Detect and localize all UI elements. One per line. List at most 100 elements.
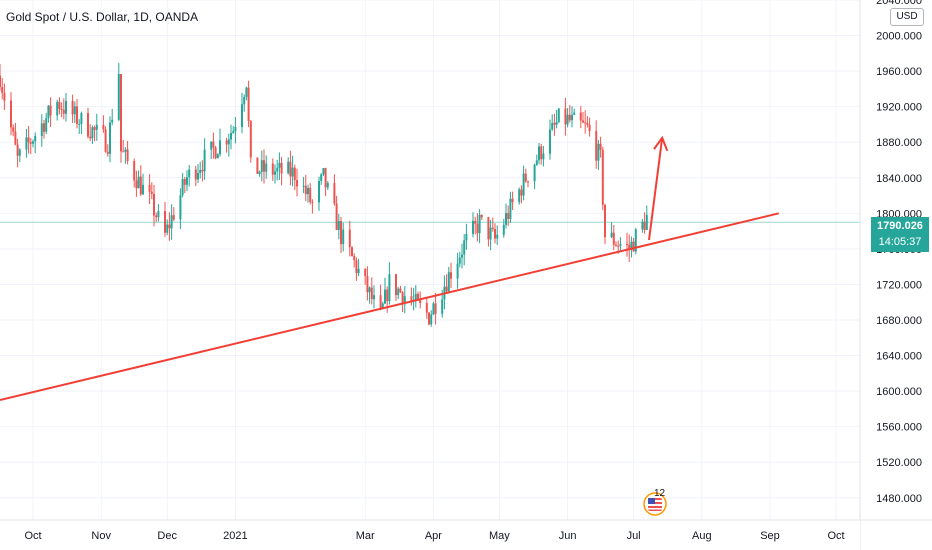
trendline[interactable] [0, 212, 780, 401]
time-tick-label: Sep [760, 530, 780, 542]
candle [522, 165, 525, 201]
price-tick-label: 1480.000 [876, 493, 922, 505]
time-axis: Oct Nov Dec 2021 Mar Apr May Jun Jul Aug Sep Oct [24, 530, 844, 542]
candle [384, 277, 386, 305]
candle [337, 213, 340, 240]
arrow-shaft [648, 137, 664, 241]
candle [95, 113, 98, 141]
price-tick-label: 1920.000 [876, 102, 922, 114]
candle [386, 286, 389, 313]
candle [45, 112, 48, 135]
candle [197, 164, 199, 184]
candle [597, 139, 600, 170]
candle [157, 204, 160, 222]
candle [274, 164, 276, 184]
price-tick-label: 1600.000 [876, 386, 922, 398]
time-axis-bg[interactable] [0, 520, 860, 550]
chart-title: Gold Spot / U.S. Dollar, 1D, OANDA [6, 10, 199, 24]
candle [76, 98, 78, 129]
candle [142, 173, 144, 195]
candle [111, 108, 114, 126]
candle [62, 98, 65, 120]
candle [355, 257, 358, 281]
candle [573, 108, 576, 116]
candle [507, 205, 510, 226]
candle [399, 285, 402, 293]
candle [109, 116, 111, 163]
grid-lines [0, 0, 860, 520]
candle [243, 94, 246, 112]
candle [487, 216, 490, 247]
candle [214, 145, 217, 160]
candle [494, 223, 496, 244]
price-tick-label: 1960.000 [876, 66, 922, 78]
candle [201, 160, 204, 182]
candle [480, 214, 483, 221]
candle [370, 277, 373, 305]
candle [278, 152, 281, 181]
projection-arrow[interactable] [648, 135, 669, 241]
candle [216, 153, 219, 159]
economic-events-badge[interactable]: 12 [643, 488, 669, 516]
candle [289, 150, 292, 186]
candle [73, 101, 76, 124]
candle [564, 97, 567, 136]
candle [364, 268, 367, 285]
time-tick-label: May [489, 530, 510, 542]
candle [241, 92, 243, 134]
candle [78, 119, 81, 134]
candle [632, 238, 635, 252]
candle [430, 310, 433, 327]
time-tick-label: Jul [627, 530, 641, 542]
candle [582, 112, 584, 124]
candle [458, 251, 461, 268]
candle [368, 286, 371, 304]
candle [520, 185, 523, 204]
candle [280, 156, 283, 186]
events-count: 12 [654, 488, 666, 499]
candle [634, 227, 637, 255]
candle [641, 218, 644, 233]
currency-button[interactable]: USD [890, 8, 924, 26]
candle [524, 168, 527, 183]
price-tick-label: 2000.000 [876, 31, 922, 43]
time-tick-label: Jun [559, 530, 577, 542]
time-tick-label: 2021 [223, 530, 247, 542]
candle [491, 217, 494, 232]
candle [342, 222, 345, 252]
candle [489, 219, 492, 251]
candle [60, 102, 63, 118]
candle [428, 311, 430, 326]
candle [586, 116, 589, 128]
candle [320, 172, 323, 185]
candle [260, 150, 263, 182]
arrow-head [653, 135, 669, 152]
candle [388, 262, 391, 305]
price-tick-label: 1720.000 [876, 279, 922, 291]
bar-countdown: 14:05:37 [878, 236, 922, 248]
candle [271, 158, 274, 181]
candle [472, 212, 474, 238]
candle [199, 161, 202, 179]
current-price-label: 1790.026 14:05:37 [871, 217, 929, 252]
candle [183, 176, 186, 194]
candle [447, 266, 450, 292]
candle [366, 266, 369, 301]
candle [403, 286, 406, 314]
candle [139, 165, 142, 197]
candle [535, 154, 538, 167]
candle [232, 126, 235, 134]
candle [181, 173, 184, 198]
time-tick-label: Apr [425, 530, 442, 542]
price-axis-bg[interactable] [860, 0, 932, 520]
candle [247, 80, 250, 128]
candle [168, 212, 171, 241]
candle [291, 155, 294, 187]
candle [234, 116, 237, 144]
candle [538, 143, 540, 165]
candle [357, 258, 360, 277]
candle [604, 204, 606, 245]
candle [549, 119, 551, 160]
